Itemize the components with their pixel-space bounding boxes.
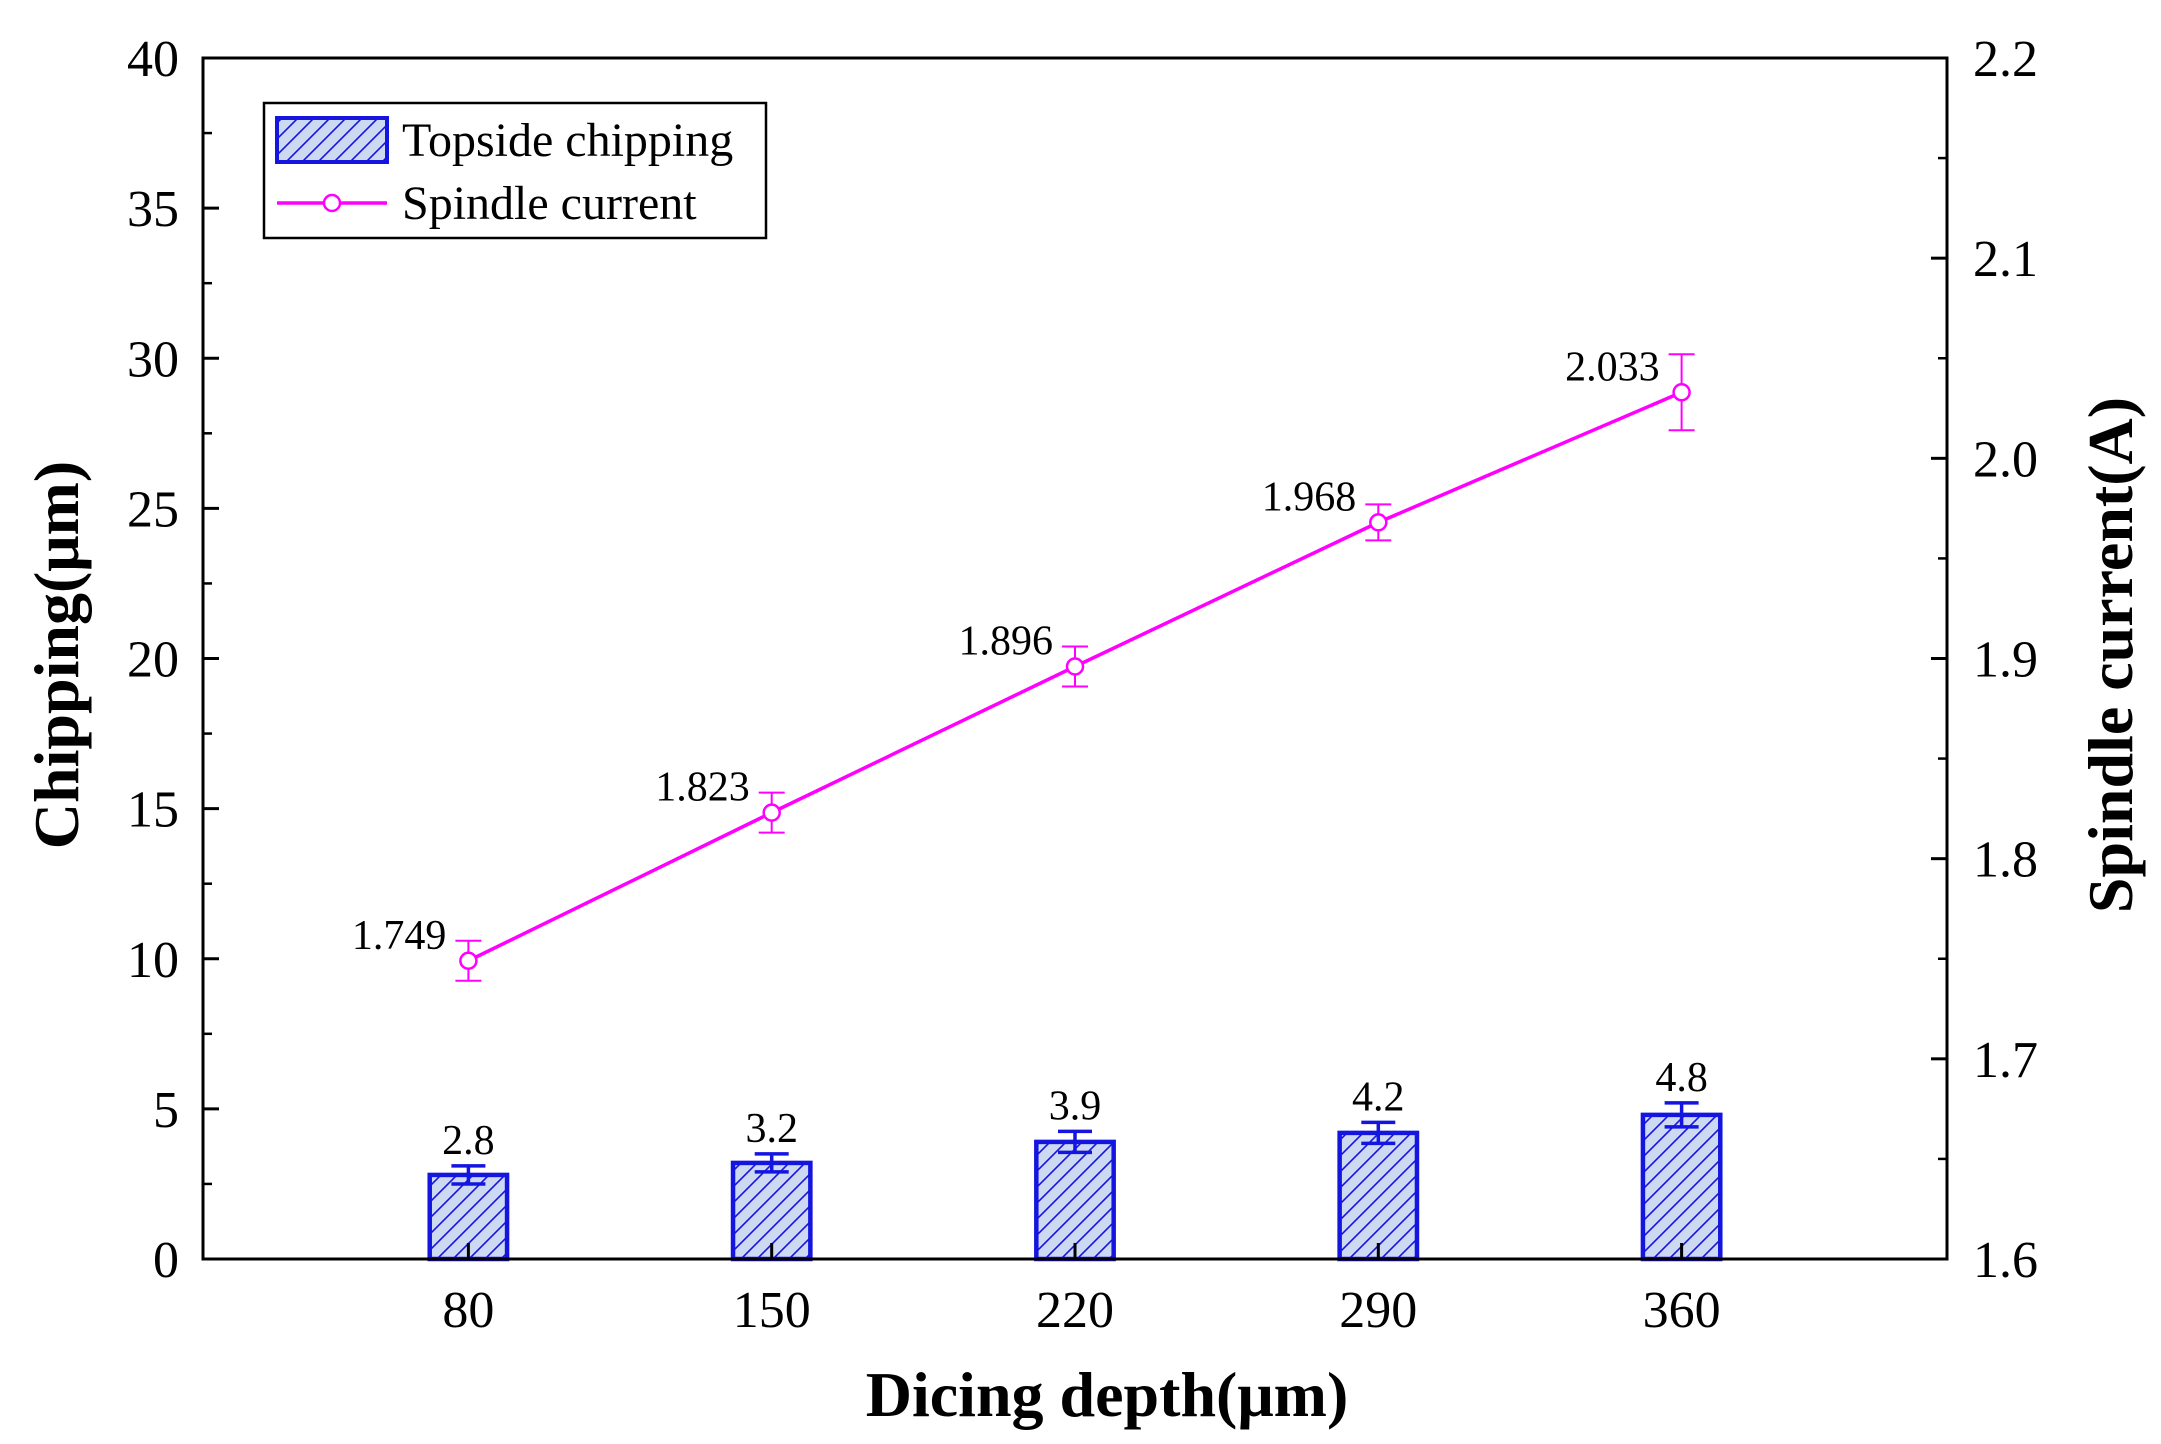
line-value-label: 2.033 [1565,344,1660,390]
x-tick-label: 150 [733,1282,811,1339]
line-point [1065,657,1085,676]
bar [1640,1112,1723,1262]
line-point [459,951,478,971]
y-tick-label: 40 [127,31,179,88]
x-tick-label: 80 [442,1282,494,1339]
spindle-current-line [455,353,1695,982]
bar-value-label: 3.2 [745,1106,798,1152]
line-value-label: 1.896 [959,619,1054,665]
line-point [1672,383,1691,402]
axes: 0 5 10 15 20 25 30 35 40 1.6 1.7 1.8 1.9 2.0 2.1 2.2 80 1… [127,31,2038,1339]
bar-value-label: 4.2 [1352,1074,1405,1120]
y-axis-title: Chipping(μm) [21,461,92,849]
legend-swatch-spindle-current-marker [322,193,342,213]
y-tick-label: 15 [127,782,179,839]
x-tick-label: 220 [1036,1282,1114,1339]
bar-value-label: 3.9 [1049,1083,1102,1129]
line-value-label: 1.968 [1262,474,1357,520]
y-tick-label: 5 [153,1082,179,1139]
bars [427,1101,1723,1262]
y-tick-label: 35 [127,181,179,238]
y2-tick-label: 1.8 [1973,832,2038,889]
x-axis-title: Dicing depth(μm) [866,1359,1349,1430]
bar [1337,1130,1420,1262]
legend-label-topside-chipping: Topside chipping [402,114,733,167]
y-tick-label: 20 [127,632,179,689]
y2-axis-title: Spindle current(A) [2075,397,2146,913]
x-tick-label: 290 [1339,1282,1417,1339]
bar-value-label: 2.8 [442,1118,495,1164]
y2-tick-label: 2.0 [1973,431,2038,488]
line-point [762,803,781,822]
y2-tick-label: 2.2 [1973,31,2038,88]
x-tick-label: 360 [1643,1282,1721,1339]
y-tick-label: 10 [127,932,179,989]
line-value-label: 1.749 [352,913,447,959]
y2-tick-label: 1.9 [1973,632,2038,689]
data-labels: 2.8 3.2 3.9 4.2 4.8 1.749 1.823 1.896 1.968 2.033 [352,344,1708,1164]
y-tick-label: 0 [153,1232,179,1289]
y2-tick-label: 2.1 [1973,231,2038,288]
legend: Topside chipping Spindle current [262,101,768,240]
legend-label-spindle-current: Spindle current [402,177,697,230]
legend-swatch-topside-chipping [275,116,389,164]
y-tick-label: 30 [127,331,179,388]
y-tick-label: 25 [127,481,179,538]
line-point [1369,513,1388,532]
bar-value-label: 4.8 [1655,1055,1708,1101]
y2-tick-label: 1.7 [1973,1032,2038,1089]
y2-tick-label: 1.6 [1973,1232,2038,1289]
line-value-label: 1.823 [655,765,750,811]
bar [1034,1139,1116,1262]
